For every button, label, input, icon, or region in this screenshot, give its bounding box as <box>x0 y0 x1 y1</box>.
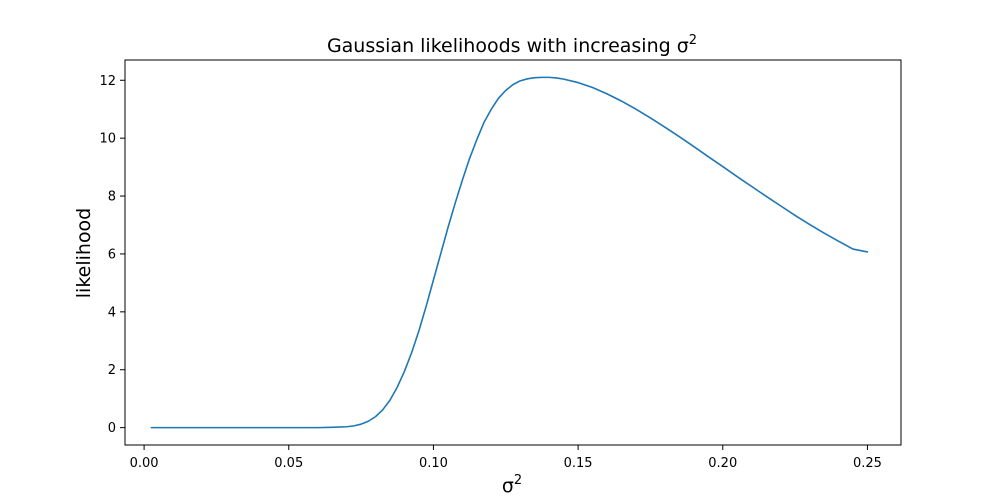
y-axis-title: likelihood <box>73 208 95 298</box>
y-tick-label: 2 <box>108 363 116 378</box>
x-tick-label: 0.00 <box>130 456 159 471</box>
x-tick-label: 0.25 <box>853 456 882 471</box>
y-tick-label: 12 <box>99 74 116 89</box>
x-tick-label: 0.10 <box>419 456 448 471</box>
x-axis-ticks: 0.00 0.05 0.10 0.15 0.20 0.25 <box>130 445 882 471</box>
chart-title-main: Gaussian likelihoods with increasing σ <box>327 35 689 57</box>
series-line <box>150 76 869 429</box>
y-tick-label: 8 <box>108 190 116 205</box>
chart-title: Gaussian likelihoods with increasing σ2 <box>327 33 697 57</box>
y-tick-label: 6 <box>108 247 116 262</box>
x-tick-label: 0.05 <box>274 456 303 471</box>
x-axis-title-main: σ <box>502 475 514 497</box>
y-tick-label: 10 <box>99 132 116 147</box>
plot-frame <box>124 59 902 446</box>
x-tick-label: 0.20 <box>708 456 737 471</box>
x-axis-title: σ2 <box>502 473 522 497</box>
y-tick-label: 4 <box>108 305 116 320</box>
chart-title-sup: 2 <box>689 33 697 48</box>
x-tick-label: 0.15 <box>564 456 593 471</box>
x-axis-title-sup: 2 <box>514 473 522 488</box>
y-tick-label: 0 <box>108 421 116 436</box>
y-axis-ticks: 0 2 4 6 8 10 12 <box>99 74 125 436</box>
